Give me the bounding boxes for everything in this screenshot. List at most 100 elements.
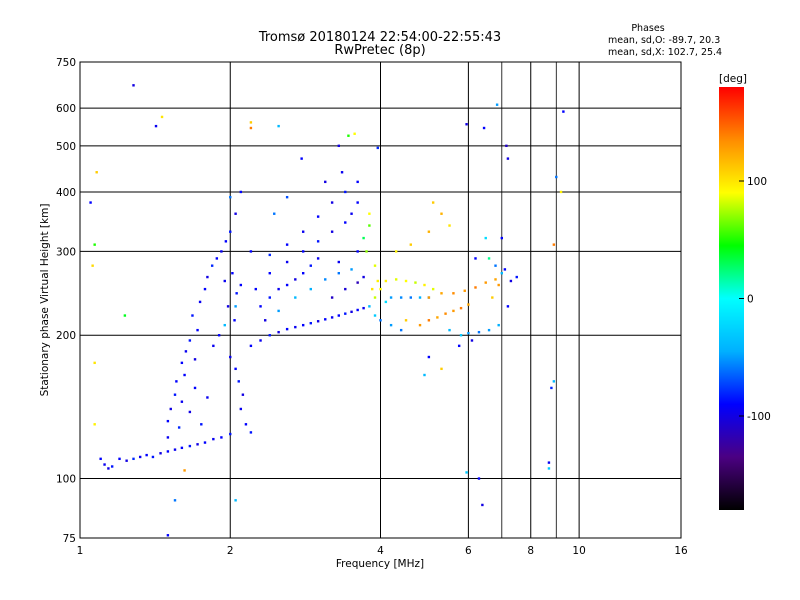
data-point bbox=[159, 452, 162, 455]
data-point bbox=[376, 146, 379, 150]
data-point bbox=[183, 373, 186, 377]
data-point bbox=[99, 457, 102, 461]
data-point bbox=[562, 110, 565, 113]
data-point bbox=[285, 243, 289, 246]
data-point bbox=[277, 330, 280, 334]
data-point bbox=[173, 393, 177, 396]
data-point bbox=[203, 441, 207, 444]
data-point bbox=[463, 289, 466, 292]
y-tick-label: 100 bbox=[56, 474, 76, 486]
data-point bbox=[224, 240, 228, 243]
data-point bbox=[324, 278, 327, 281]
data-point bbox=[259, 339, 262, 342]
data-point bbox=[559, 190, 563, 194]
x-tick-label: 10 bbox=[572, 545, 585, 557]
data-point bbox=[418, 323, 422, 327]
data-point bbox=[220, 436, 223, 439]
colorbar-ticks: 100 0 -100 bbox=[739, 176, 771, 423]
data-point bbox=[344, 190, 347, 194]
data-point bbox=[500, 272, 504, 275]
data-point bbox=[277, 124, 280, 128]
data-point bbox=[404, 319, 408, 322]
data-point bbox=[365, 250, 368, 253]
x-tick-label: 1 bbox=[77, 545, 84, 557]
data-point bbox=[166, 419, 170, 423]
data-points bbox=[89, 84, 565, 537]
data-point bbox=[217, 334, 221, 337]
data-point bbox=[330, 230, 334, 233]
data-point bbox=[188, 444, 192, 448]
data-point bbox=[93, 423, 96, 426]
data-point bbox=[497, 283, 500, 287]
data-point bbox=[340, 171, 344, 174]
data-point bbox=[337, 260, 341, 264]
data-point bbox=[552, 243, 556, 246]
data-point bbox=[409, 243, 412, 246]
data-point bbox=[337, 144, 341, 148]
data-point bbox=[440, 292, 443, 295]
phase-box-heading: Phases bbox=[631, 23, 664, 34]
data-point bbox=[254, 287, 257, 291]
data-point bbox=[362, 236, 365, 240]
data-point bbox=[234, 499, 237, 502]
data-point bbox=[210, 264, 214, 267]
data-point bbox=[353, 132, 356, 135]
data-point bbox=[379, 319, 382, 322]
data-point bbox=[491, 296, 494, 299]
data-point bbox=[123, 314, 127, 317]
data-point bbox=[239, 283, 243, 287]
data-point bbox=[427, 296, 431, 299]
data-point bbox=[196, 443, 199, 446]
chart-title: Tromsø 20180124 22:54:00-22:55:43 bbox=[258, 30, 501, 45]
data-point bbox=[223, 323, 226, 327]
data-point bbox=[399, 328, 403, 332]
data-point bbox=[183, 469, 186, 472]
data-point bbox=[482, 126, 486, 130]
data-point bbox=[503, 268, 507, 271]
data-point bbox=[229, 195, 232, 199]
data-point bbox=[509, 279, 513, 283]
data-point bbox=[356, 250, 359, 253]
y-tick-label: 75 bbox=[63, 533, 76, 545]
data-point bbox=[300, 157, 303, 160]
data-point bbox=[316, 320, 320, 323]
data-point bbox=[268, 296, 271, 299]
data-point bbox=[226, 305, 230, 308]
data-point bbox=[356, 281, 359, 284]
data-point bbox=[362, 306, 365, 310]
data-point bbox=[448, 328, 451, 332]
data-point bbox=[285, 260, 289, 264]
data-point bbox=[394, 278, 398, 281]
data-point bbox=[237, 380, 240, 383]
data-point bbox=[467, 331, 470, 335]
data-point bbox=[356, 308, 359, 312]
data-point bbox=[184, 350, 188, 353]
data-point bbox=[277, 309, 280, 313]
y-tick-label: 200 bbox=[56, 330, 76, 342]
data-point bbox=[484, 281, 487, 284]
data-point bbox=[384, 300, 388, 304]
data-point bbox=[470, 339, 474, 342]
y-axis-ticks: 75 100 200 300 400 500 600 750 bbox=[56, 57, 76, 545]
data-point bbox=[427, 230, 431, 233]
data-point bbox=[268, 334, 271, 337]
data-point bbox=[301, 230, 305, 233]
data-point bbox=[125, 459, 128, 462]
data-point bbox=[268, 272, 271, 275]
data-point bbox=[440, 367, 443, 371]
phase-box-mean-o: mean, sd,O: -89.7, 20.3 bbox=[608, 35, 720, 46]
data-point bbox=[389, 296, 393, 299]
data-point bbox=[373, 296, 377, 299]
x-axis-label: Frequency [MHz] bbox=[336, 558, 424, 570]
data-point bbox=[555, 175, 558, 179]
colorbar-label: [deg] bbox=[719, 73, 747, 85]
data-point bbox=[344, 312, 347, 315]
data-point bbox=[506, 305, 510, 308]
data-point bbox=[249, 121, 253, 124]
data-point bbox=[465, 471, 468, 474]
data-point bbox=[234, 305, 237, 308]
data-point bbox=[487, 328, 491, 332]
data-point bbox=[285, 195, 289, 199]
